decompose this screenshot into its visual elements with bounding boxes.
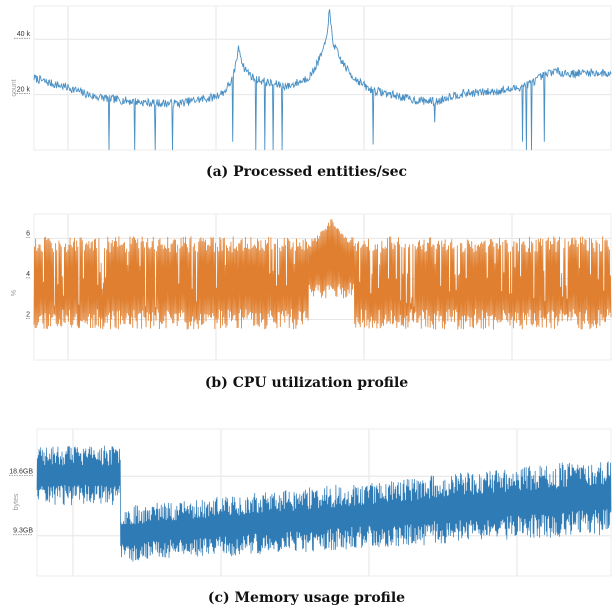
memory-chart: 9.3GB 18.6GB bytes (9, 428, 612, 577)
entities-ytick-label: 40 k (17, 31, 31, 38)
memory-ytick-label: 18.6GB (9, 468, 33, 475)
entities-ytick-label: 20 k (17, 87, 31, 94)
memory-series-line (36, 445, 612, 562)
memory-chart-panel: 9.3GB 18.6GB bytes (c) Memory usage profil… (0, 420, 613, 611)
cpu-chart-panel: 2 4 6% (b) CPU utilization profile (0, 208, 613, 398)
memory-ytick-label: 9.3GB (13, 528, 33, 535)
cpu-chart: 2 4 6% (11, 213, 612, 361)
entities-frame (33, 5, 612, 151)
memory-y-axis-label: bytes (13, 493, 20, 510)
cpu-y-axis-label: % (11, 290, 18, 296)
memory-chart-caption: (c) Memory usage profile (207, 590, 406, 606)
cpu-ytick-label: 2 (26, 311, 30, 318)
entities-chart-caption: (a) Processed entities/sec (205, 164, 408, 180)
entities-series-line (33, 9, 612, 151)
cpu-series-line (33, 219, 612, 330)
cpu-ytick-label: 4 (26, 271, 30, 278)
cpu-chart-caption: (b) CPU utilization profile (204, 375, 409, 391)
cpu-ytick-label: 6 (26, 230, 30, 237)
entities-y-axis-label: count (11, 79, 18, 96)
entities-chart: 20 k 40 k count (11, 5, 612, 151)
entities-chart-panel: 20 k 40 k count (a) Processed entities/sec (0, 0, 613, 186)
